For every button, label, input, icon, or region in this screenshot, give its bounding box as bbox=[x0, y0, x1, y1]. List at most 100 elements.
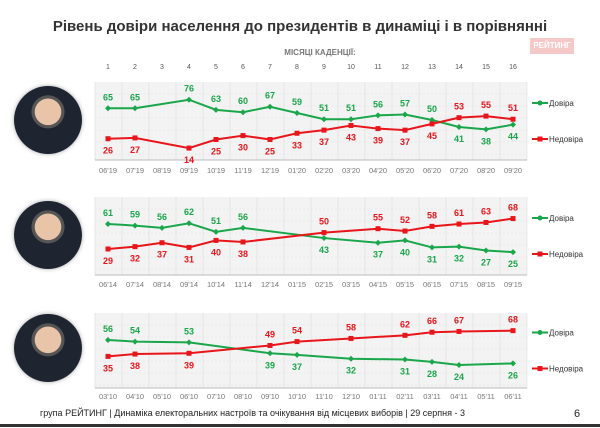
trust-point bbox=[456, 124, 462, 131]
trust-point bbox=[240, 109, 246, 116]
x-tick-label: 11'19 bbox=[234, 166, 252, 175]
month-number: 9 bbox=[322, 64, 326, 71]
data-label: 24 bbox=[454, 372, 464, 382]
data-label: 53 bbox=[454, 102, 464, 112]
rating-logo: РЕЙТИНГ bbox=[530, 38, 574, 54]
trust-point bbox=[267, 103, 273, 110]
distrust-point bbox=[267, 342, 273, 348]
trust-point bbox=[321, 116, 327, 123]
x-tick-label: 04'10 bbox=[126, 392, 144, 401]
data-label: 37 bbox=[400, 137, 410, 147]
x-tick-label: 11'10 bbox=[315, 392, 333, 401]
distrust-point bbox=[456, 115, 462, 121]
data-label: 14 bbox=[184, 155, 194, 165]
footer-text: група РЕЙТИНГ | Динаміка електоральних н… bbox=[40, 408, 465, 418]
data-label: 37 bbox=[373, 250, 383, 260]
trust-point bbox=[213, 106, 219, 113]
distrust-point bbox=[402, 228, 408, 234]
month-number: 13 bbox=[428, 64, 436, 71]
data-label: 39 bbox=[373, 136, 383, 146]
trust-point bbox=[186, 339, 192, 346]
trust-point bbox=[321, 235, 327, 242]
data-label: 45 bbox=[427, 131, 437, 141]
data-label: 43 bbox=[319, 245, 329, 255]
data-label: 28 bbox=[427, 369, 437, 379]
distrust-point bbox=[456, 328, 462, 334]
distrust-point bbox=[105, 136, 111, 142]
distrust-point bbox=[132, 351, 138, 357]
data-label: 61 bbox=[103, 208, 113, 218]
distrust-point bbox=[483, 219, 489, 225]
data-label: 68 bbox=[508, 315, 518, 325]
distrust-point bbox=[402, 127, 408, 133]
x-tick-label: 07'19 bbox=[126, 166, 144, 175]
distrust-point bbox=[240, 133, 246, 139]
distrust-point bbox=[105, 246, 111, 252]
data-label: 31 bbox=[427, 254, 437, 264]
trust-point bbox=[105, 105, 111, 112]
data-label: 40 bbox=[400, 247, 410, 257]
month-number: 6 bbox=[241, 64, 245, 71]
data-label: 68 bbox=[508, 203, 518, 213]
series-line-distrust bbox=[107, 329, 514, 358]
data-label: 37 bbox=[319, 137, 329, 147]
x-tick-label: 08'20 bbox=[477, 166, 495, 175]
data-label: 25 bbox=[508, 259, 518, 269]
data-label: 27 bbox=[481, 258, 491, 268]
trust-point bbox=[456, 361, 462, 368]
page-number: 6 bbox=[574, 408, 581, 420]
data-label: 56 bbox=[238, 212, 248, 222]
legend-label: Недовіра bbox=[549, 135, 584, 144]
legend-label: Довіра bbox=[549, 99, 574, 108]
x-tick-label: 06'14 bbox=[99, 280, 117, 289]
x-tick-label: 01'20 bbox=[288, 166, 306, 175]
distrust-point bbox=[456, 221, 462, 227]
distrust-point bbox=[375, 226, 381, 232]
data-label: 57 bbox=[400, 99, 410, 109]
trust-point bbox=[348, 116, 354, 123]
month-number: 11 bbox=[374, 64, 381, 71]
trust-point bbox=[456, 243, 462, 250]
data-label: 26 bbox=[103, 146, 113, 156]
x-tick-label: 10'10 bbox=[288, 392, 306, 401]
legend-marker bbox=[537, 100, 543, 106]
x-tick-label: 05'10 bbox=[153, 392, 171, 401]
data-label: 43 bbox=[346, 132, 356, 142]
distrust-point bbox=[348, 335, 354, 341]
data-label: 26 bbox=[508, 370, 518, 380]
distrust-point bbox=[213, 237, 219, 243]
trust-point bbox=[105, 221, 111, 228]
distrust-point bbox=[402, 332, 408, 338]
data-label: 31 bbox=[400, 367, 410, 377]
x-tick-label: 06'19 bbox=[99, 166, 117, 175]
x-tick-label: 06'20 bbox=[423, 166, 441, 175]
x-tick-label: 07'14 bbox=[126, 280, 144, 289]
data-label: 50 bbox=[319, 217, 329, 227]
distrust-point bbox=[348, 122, 354, 128]
distrust-point bbox=[510, 216, 516, 222]
x-tick-label: 06'15 bbox=[423, 280, 441, 289]
trust-point bbox=[132, 222, 138, 229]
month-number: 8 bbox=[295, 64, 299, 71]
trust-point bbox=[132, 105, 138, 112]
data-label: 38 bbox=[481, 136, 491, 146]
month-number: 4 bbox=[187, 64, 191, 71]
distrust-point bbox=[159, 240, 165, 246]
x-tick-label: 09'15 bbox=[504, 280, 522, 289]
x-tick-label: 09'10 bbox=[261, 392, 279, 401]
distrust-point bbox=[240, 239, 246, 245]
distrust-point bbox=[321, 127, 327, 133]
distrust-point bbox=[186, 244, 192, 250]
trust-point bbox=[375, 112, 381, 119]
data-label: 44 bbox=[508, 132, 518, 142]
data-label: 61 bbox=[454, 208, 464, 218]
distrust-point bbox=[429, 121, 435, 127]
x-tick-label: 03'11 bbox=[423, 392, 441, 401]
trust-point bbox=[132, 338, 138, 345]
month-number: 1 bbox=[106, 64, 110, 71]
trust-point bbox=[105, 337, 111, 344]
x-tick-label: 02'20 bbox=[315, 166, 333, 175]
data-label: 63 bbox=[481, 206, 491, 216]
distrust-point bbox=[429, 329, 435, 335]
